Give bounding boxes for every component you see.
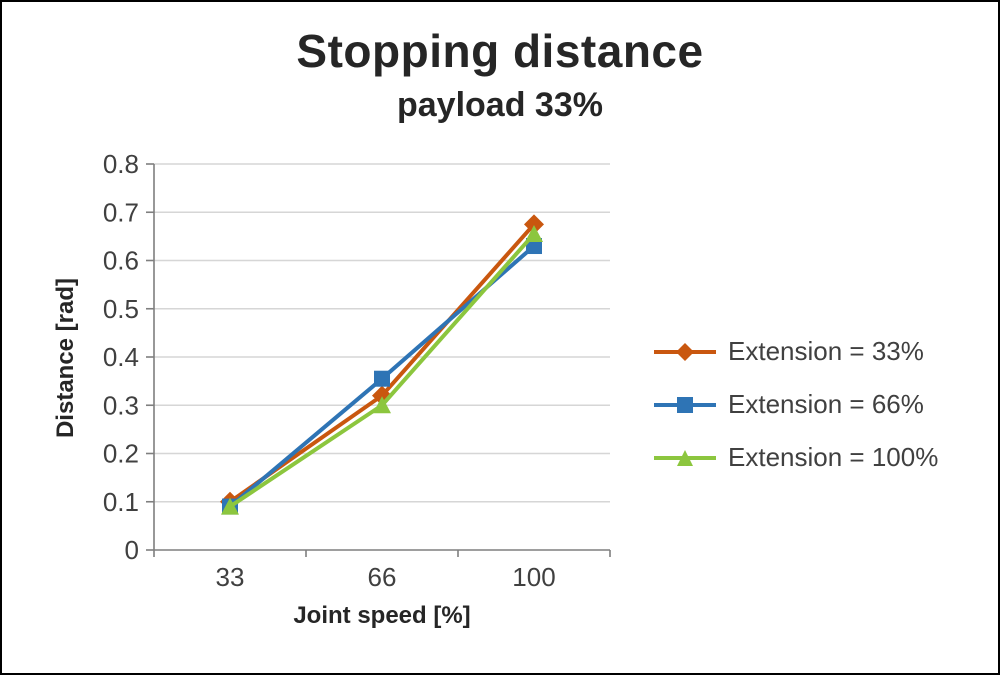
diamond-marker-icon	[676, 342, 694, 361]
triangle-marker-icon	[373, 396, 391, 414]
y-tick-label: 0.6	[103, 246, 139, 276]
square-marker-icon	[526, 238, 542, 255]
chart-subtitle: payload 33%	[397, 86, 603, 124]
legend-label: Extension = 100%	[728, 442, 939, 472]
diamond-marker-icon	[524, 214, 544, 235]
y-tick-label: 0.3	[103, 390, 139, 420]
y-tick-label: 0.2	[103, 439, 139, 469]
triangle-marker-icon	[221, 497, 239, 515]
y-tick-label: 0.1	[103, 487, 139, 517]
x-tick-label: 66	[368, 562, 397, 592]
legend: Extension = 33% Extension = 66% Extension …	[652, 336, 938, 473]
legend-key	[654, 396, 716, 413]
x-tick-label: 33	[216, 562, 245, 592]
legend-item: Extension = 100%	[652, 442, 938, 473]
square-marker-icon	[374, 370, 390, 387]
square-marker-icon	[677, 396, 693, 413]
y-axis-title: Distance [rad]	[52, 277, 79, 439]
y-tick-label: 0.7	[103, 197, 139, 227]
legend-key	[654, 342, 716, 361]
triangle-marker-icon	[677, 449, 693, 466]
y-tick-label: 0.4	[103, 342, 139, 372]
legend-label: Extension = 66%	[728, 389, 924, 419]
y-tick-label: 0.5	[103, 294, 139, 324]
y-tick-label: 0.8	[103, 149, 139, 179]
x-axis-title: Joint speed [%]	[293, 602, 471, 629]
chart-title: Stopping distance	[296, 25, 704, 77]
legend-key	[654, 449, 716, 466]
legend-item: Extension = 33%	[652, 336, 938, 367]
series-line	[228, 222, 536, 504]
triangle-marker-icon	[525, 224, 543, 242]
legend-item: Extension = 66%	[652, 389, 938, 420]
legend-label: Extension = 33%	[728, 336, 924, 366]
x-tick-label: 100	[512, 562, 555, 592]
y-tick-label: 0	[125, 535, 139, 565]
